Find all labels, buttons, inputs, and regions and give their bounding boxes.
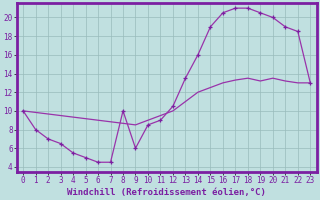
- X-axis label: Windchill (Refroidissement éolien,°C): Windchill (Refroidissement éolien,°C): [67, 188, 266, 197]
